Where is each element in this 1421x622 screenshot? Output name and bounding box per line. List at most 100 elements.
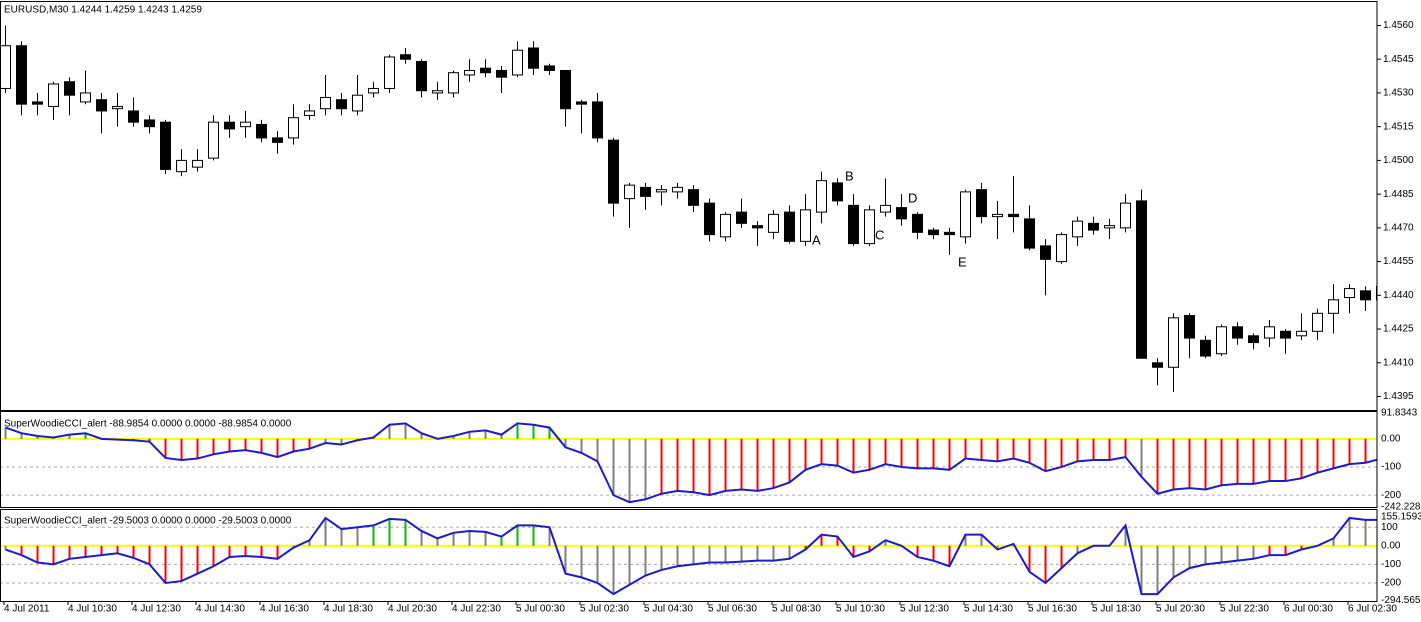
candle-body: [1168, 317, 1179, 368]
candle-body: [1120, 202, 1131, 229]
candle-body: [864, 209, 875, 245]
x-tick-label: 5 Jul 00:30: [516, 604, 565, 615]
candle-body: [192, 159, 203, 168]
candle-body: [480, 67, 491, 74]
candle-body: [32, 101, 43, 105]
cci-panel: SuperWoodieCCI_alert -29.5003 0.0000 0.0…: [0, 516, 1377, 596]
candle-body: [64, 81, 75, 96]
candle-body: [128, 110, 139, 123]
candle-body: [16, 45, 27, 105]
candle-body: [1104, 225, 1115, 229]
candle-body: [896, 207, 907, 220]
x-tick-label: 4 Jul 14:30: [196, 604, 245, 615]
candle-body: [48, 83, 59, 107]
y-tick-label: 0.00: [1381, 433, 1401, 444]
candle-body: [288, 117, 299, 139]
candle-body: [304, 110, 315, 116]
x-tick-label: 5 Jul 18:30: [1092, 604, 1141, 615]
candle-body: [752, 225, 763, 229]
candle-body: [720, 213, 731, 238]
candle-body: [1200, 339, 1211, 357]
y-tick-label: 1.4395: [1383, 391, 1414, 402]
x-tick-label: 4 Jul 10:30: [68, 604, 117, 615]
candle-body: [848, 204, 859, 245]
y-tick-label: 1.4485: [1383, 189, 1414, 200]
candle-body: [336, 99, 347, 110]
candle-body: [672, 186, 683, 193]
candle-body: [1312, 312, 1323, 332]
candle-body: [560, 69, 571, 110]
y-tick-label: 1.4455: [1383, 256, 1414, 267]
x-tick-label: 5 Jul 14:30: [964, 604, 1013, 615]
y-tick-label: 0.00: [1381, 540, 1401, 551]
candle-body: [368, 87, 379, 94]
candle-body: [1088, 222, 1099, 231]
x-tick-label: 5 Jul 22:30: [1220, 604, 1269, 615]
candle-body: [1056, 234, 1067, 263]
candle-body: [144, 119, 155, 128]
candle-body: [272, 137, 283, 143]
x-tick-label: 4 Jul 18:30: [324, 604, 373, 615]
candle-body: [112, 105, 123, 110]
candle-body: [704, 202, 715, 236]
chart-title: EURUSD,M30 1.4244 1.4259 1.4243 1.4259: [4, 5, 202, 16]
candle-body: [736, 211, 747, 224]
axes: 1.4560 1.4545 1.4530 1.4515 1.4500 1.4485 1.44…: [3, 20, 1421, 615]
candle-body: [1360, 290, 1371, 301]
x-tick-label: 5 Jul 16:30: [1028, 604, 1077, 615]
x-tick-label: 4 Jul 22:30: [452, 604, 501, 615]
annotation: D: [908, 190, 917, 205]
candle-body: [1296, 330, 1307, 337]
candle-body: [1328, 299, 1339, 314]
candle-body: [0, 45, 11, 89]
candle-body: [1184, 315, 1195, 339]
candle-body: [1344, 288, 1355, 299]
y-tick-label: 155.1593: [1381, 512, 1421, 523]
candle-body: [416, 60, 427, 92]
y-tick-label: 100: [1381, 522, 1398, 533]
x-tick-label: 6 Jul 00:30: [1284, 604, 1333, 615]
candle-body: [640, 186, 651, 197]
panel-frame: [0, 411, 1378, 508]
y-tick-label: 1.4530: [1383, 88, 1414, 99]
price-panel: A B C D E EURUSD,M30 1.4244 1.4259 1.4243 1.4…: [0, 5, 1377, 393]
candle-body: [976, 189, 987, 218]
candle-body: [496, 69, 507, 78]
candle-body: [80, 92, 91, 103]
y-tick-label: 1.4515: [1383, 121, 1414, 132]
candle-body: [432, 90, 443, 94]
candle-body: [400, 54, 411, 60]
candle-body: [656, 189, 667, 193]
candle-body: [352, 94, 363, 112]
annotation: B: [845, 168, 854, 183]
y-tick-label: 1.4470: [1383, 223, 1414, 234]
candle-body: [816, 180, 827, 213]
y-tick-label: 1.4560: [1383, 20, 1414, 31]
y-tick-label: -100: [1381, 462, 1401, 473]
candle-body: [992, 213, 1003, 218]
candle-body: [928, 229, 939, 236]
candle-body: [528, 47, 539, 69]
y-tick-label: -200: [1381, 578, 1401, 589]
candle-body: [1152, 362, 1163, 368]
candle-body: [944, 231, 955, 236]
cci-panel: SuperWoodieCCI_alert -88.9854 0.0000 0.0…: [0, 419, 1377, 504]
panel-title: SuperWoodieCCI_alert -88.9854 0.0000 0.0…: [4, 419, 292, 430]
y-tick-label: 91.8343: [1381, 408, 1418, 419]
candle-body: [176, 159, 187, 173]
annotation: C: [875, 227, 884, 242]
x-tick-label: 5 Jul 06:30: [708, 604, 757, 615]
annotation: A: [812, 232, 821, 247]
x-tick-label: 4 Jul 20:30: [388, 604, 437, 615]
candle-body: [960, 191, 971, 238]
candle-body: [1008, 213, 1019, 218]
panel-frame: [0, 509, 1378, 602]
y-tick-label: -294.565: [1381, 595, 1421, 606]
x-tick-label: 5 Jul 12:30: [900, 604, 949, 615]
candle-body: [1040, 245, 1051, 260]
candle-body: [240, 121, 251, 128]
x-tick-label: 5 Jul 02:30: [580, 604, 629, 615]
candle-body: [384, 56, 395, 89]
panel-frame: [0, 1, 1378, 411]
